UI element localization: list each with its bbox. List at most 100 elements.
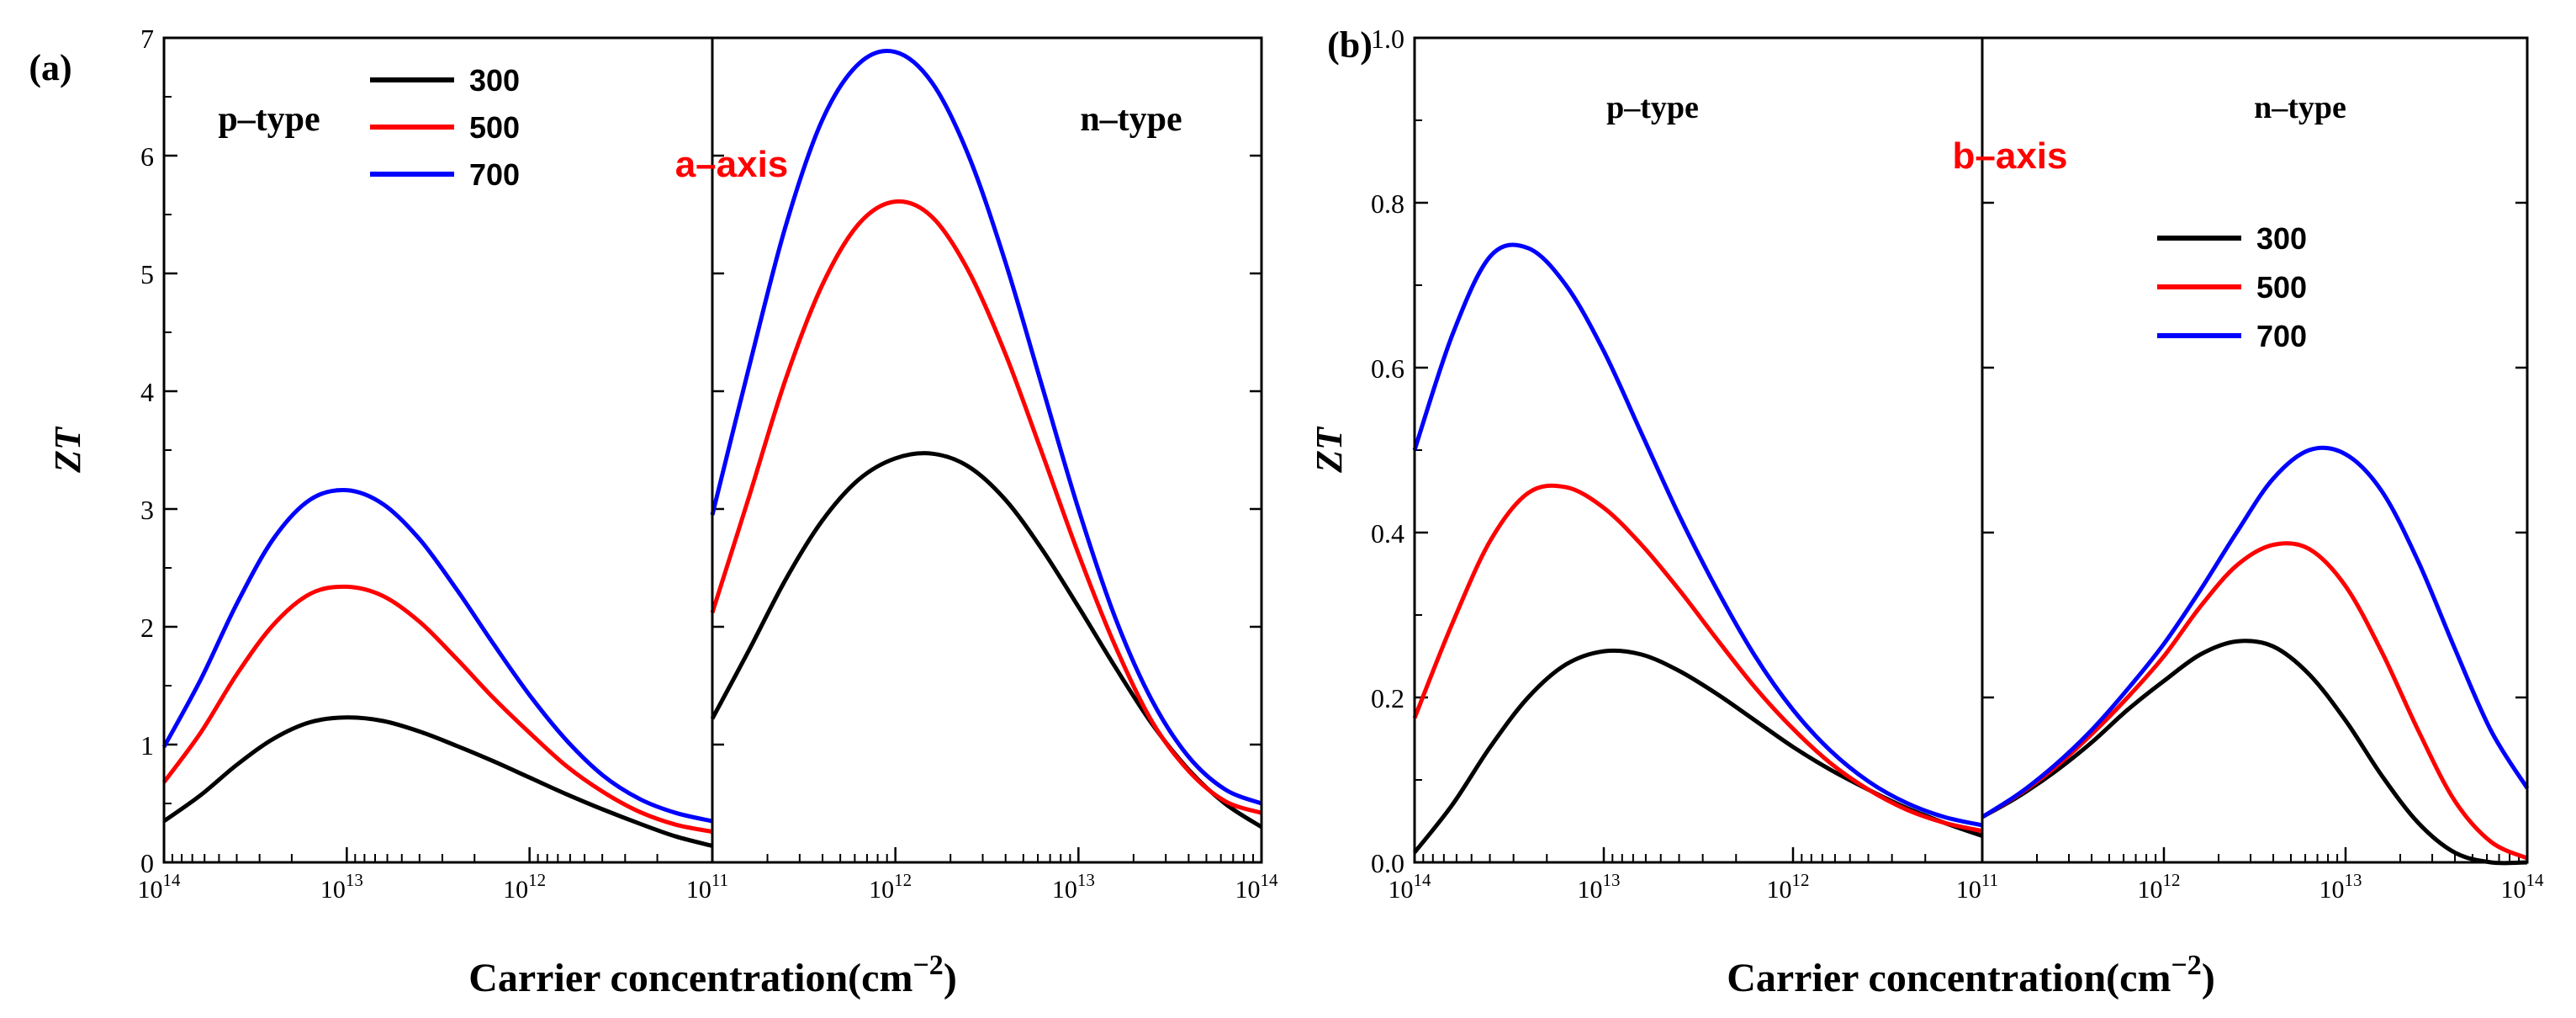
y-tick-label: 0 bbox=[140, 848, 154, 878]
x-axis-label: Carrier concentration(cm−2) bbox=[468, 950, 957, 1000]
x-tick-exp: 14 bbox=[163, 870, 182, 890]
x-tick-exp: 12 bbox=[1792, 870, 1810, 890]
x-tick-base: 10 bbox=[2138, 876, 2163, 904]
x-tick-label: 1014 bbox=[138, 870, 182, 904]
x-tick-exp: 13 bbox=[346, 870, 363, 890]
y-tick-label: 1.0 bbox=[1371, 24, 1404, 54]
x-tick-exp: 12 bbox=[894, 870, 912, 890]
legend-label-300: 300 bbox=[2256, 221, 2307, 256]
series-line-500K-p-type bbox=[1412, 483, 1983, 834]
series-line-700K-p-type bbox=[1412, 242, 1983, 828]
x-tick-base: 10 bbox=[1052, 876, 1077, 904]
series-line-300K-p-type bbox=[162, 715, 713, 848]
series-line-500K-n-type bbox=[1981, 541, 2529, 861]
x-tick-label: 1012 bbox=[503, 870, 546, 904]
y-tick-label: 1 bbox=[140, 730, 154, 761]
x-tick-label: 1011 bbox=[686, 870, 728, 904]
x-tick-label: 1014 bbox=[2501, 870, 2545, 904]
y-tick-label: 2 bbox=[140, 612, 154, 643]
x-tick-label: 1014 bbox=[1235, 870, 1279, 904]
x-tick-label: 1012 bbox=[869, 870, 912, 904]
y-tick-label: 7 bbox=[140, 24, 154, 54]
series-line-300K-n-type bbox=[710, 451, 1263, 830]
y-tick-label: 3 bbox=[140, 495, 154, 525]
x-tick-base: 10 bbox=[869, 876, 894, 904]
x-tick-exp: 11 bbox=[711, 870, 728, 890]
x-axis-label-main: Carrier concentration(cm bbox=[468, 956, 912, 1000]
x-axis-label-sup: −2 bbox=[2171, 950, 2201, 981]
axis-annotation: b–axis bbox=[1953, 135, 2068, 177]
x-tick-base: 10 bbox=[138, 876, 163, 904]
panel-label: (b) bbox=[1327, 24, 1373, 66]
x-tick-exp: 14 bbox=[1261, 870, 1279, 890]
legend-label-700: 700 bbox=[2256, 319, 2307, 353]
x-tick-exp: 14 bbox=[2526, 870, 2545, 890]
y-axis-label: ZT bbox=[47, 426, 88, 474]
x-tick-base: 10 bbox=[1235, 876, 1261, 904]
x-tick-label: 1013 bbox=[320, 870, 363, 904]
y-tick-label: 0.8 bbox=[1371, 188, 1404, 219]
x-tick-label: 1012 bbox=[1767, 870, 1810, 904]
x-tick-label: 1013 bbox=[1052, 870, 1095, 904]
y-tick-label: 4 bbox=[140, 377, 154, 407]
x-axis-label: Carrier concentration(cm−2) bbox=[1727, 950, 2215, 1000]
x-tick-label: 1013 bbox=[1578, 870, 1621, 904]
x-tick-label: 1013 bbox=[2319, 870, 2362, 904]
series-line-700K-n-type bbox=[710, 49, 1262, 806]
y-tick-label: 0.2 bbox=[1371, 683, 1404, 713]
x-tick-exp: 13 bbox=[1077, 870, 1095, 890]
x-tick-base: 10 bbox=[320, 876, 346, 904]
y-tick-label: 6 bbox=[140, 141, 154, 172]
x-tick-base: 10 bbox=[503, 876, 528, 904]
x-tick-exp: 12 bbox=[2163, 870, 2181, 890]
x-tick-base: 10 bbox=[1956, 876, 1981, 904]
x-tick-base: 10 bbox=[2319, 876, 2345, 904]
x-tick-base: 10 bbox=[1578, 876, 1603, 904]
series-line-700K-n-type bbox=[1981, 445, 2530, 819]
y-tick-label: 0.6 bbox=[1371, 353, 1404, 384]
x-tick-exp: 14 bbox=[1414, 870, 1432, 890]
series-line-700K-p-type bbox=[161, 487, 713, 824]
legend-label-700: 700 bbox=[469, 157, 520, 192]
x-tick-exp: 12 bbox=[528, 870, 546, 890]
x-axis-label-close: ) bbox=[944, 956, 957, 1000]
x-axis-label-main: Carrier concentration(cm bbox=[1727, 956, 2171, 1000]
series-line-300K-p-type bbox=[1413, 648, 1983, 854]
axis-annotation: a–axis bbox=[675, 144, 789, 185]
x-axis-label-sup: −2 bbox=[912, 950, 943, 981]
x-axis-label-close: ) bbox=[2202, 956, 2215, 1000]
x-tick-exp: 13 bbox=[1603, 870, 1621, 890]
x-tick-base: 10 bbox=[2501, 876, 2526, 904]
x-tick-base: 10 bbox=[686, 876, 711, 904]
x-tick-exp: 11 bbox=[1981, 870, 1998, 890]
series-line-500K-p-type bbox=[161, 584, 713, 835]
subpanel-label: p–type bbox=[218, 100, 320, 139]
series-line-300K-n-type bbox=[1981, 639, 2528, 866]
x-tick-base: 10 bbox=[1767, 876, 1792, 904]
x-tick-label: 1011 bbox=[1956, 870, 1998, 904]
x-tick-base: 10 bbox=[1389, 876, 1414, 904]
subpanel-label: n–type bbox=[2254, 90, 2346, 125]
panel-label: (a) bbox=[29, 47, 71, 88]
x-tick-label: 1012 bbox=[2138, 870, 2181, 904]
series-line-500K-n-type bbox=[710, 199, 1262, 815]
y-tick-label: 0.4 bbox=[1371, 518, 1404, 549]
y-axis-label: ZT bbox=[1309, 426, 1350, 474]
y-tick-label: 5 bbox=[140, 259, 154, 289]
legend-label-500: 500 bbox=[469, 110, 520, 145]
y-tick-label: 0.0 bbox=[1371, 848, 1404, 878]
legend-label-500: 500 bbox=[2256, 270, 2307, 305]
x-tick-exp: 13 bbox=[2345, 870, 2362, 890]
subpanel-label: n–type bbox=[1080, 100, 1182, 139]
subpanel-label: p–type bbox=[1606, 90, 1699, 125]
x-tick-label: 1014 bbox=[1389, 870, 1432, 904]
legend-label-300: 300 bbox=[469, 63, 520, 98]
